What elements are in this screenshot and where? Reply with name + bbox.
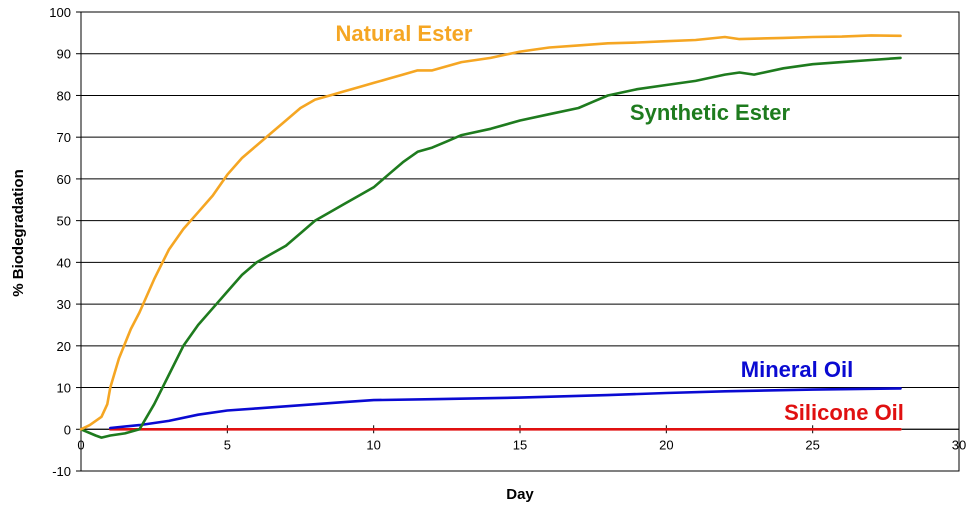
mineral-oil-line (109, 387, 902, 430)
y-tick-label: 50 (57, 214, 71, 229)
x-tick-label: 20 (659, 437, 673, 452)
y-tick-label: 70 (57, 130, 71, 145)
y-tick-label: 0 (64, 422, 71, 437)
y-axis-title: % Biodegradation (10, 169, 27, 297)
y-tick-label: 40 (57, 255, 71, 270)
x-tick-label: 0 (77, 437, 84, 452)
x-axis-title: Day (506, 486, 534, 503)
x-tick-label: 25 (805, 437, 819, 452)
natural-ester-line (79, 34, 902, 431)
synthetic-ester-line (79, 56, 902, 439)
y-tick-label: 90 (57, 47, 71, 62)
y-tick-label: -10 (52, 464, 71, 479)
series-lines (79, 34, 902, 439)
silicone-oil-label: Silicone Oil (784, 400, 904, 425)
series-labels: Natural Ester Synthetic Ester Mineral Oil S… (336, 21, 904, 425)
x-tick-label: 15 (513, 437, 527, 452)
y-tick-label: 10 (57, 381, 71, 396)
plot-area-frame (80, 11, 960, 472)
mineral-oil-label: Mineral Oil (741, 357, 853, 382)
synthetic-ester-label: Synthetic Ester (630, 100, 791, 125)
x-tick-label: 10 (366, 437, 380, 452)
y-tick-label: 30 (57, 297, 71, 312)
y-tick-label: 60 (57, 172, 71, 187)
y-tick-label: 100 (49, 5, 71, 20)
x-tick-label: 30 (952, 437, 966, 452)
y-tick-label: 20 (57, 339, 71, 354)
y-axis-ticks: -10 0 10 20 30 40 50 60 70 80 90 100 (49, 5, 81, 479)
x-tick-label: 5 (224, 437, 231, 452)
y-tick-label: 80 (57, 88, 71, 103)
natural-ester-label: Natural Ester (336, 21, 473, 46)
